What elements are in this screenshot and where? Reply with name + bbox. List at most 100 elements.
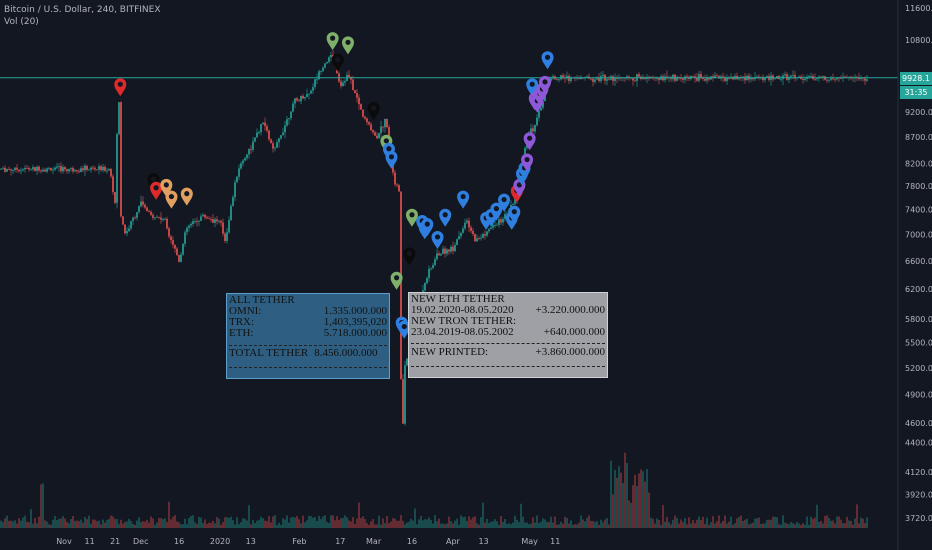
- volume-bar: [678, 523, 680, 528]
- map-pin-marker[interactable]: [341, 36, 354, 55]
- volume-bar: [410, 518, 412, 528]
- volume-bar: [790, 522, 792, 528]
- candle: [288, 117, 290, 125]
- candle: [162, 217, 164, 222]
- volume-bar: [658, 519, 660, 528]
- volume-bar: [312, 517, 314, 528]
- candle: [154, 216, 156, 221]
- volume-bar: [562, 523, 564, 528]
- candle: [106, 167, 108, 174]
- map-pin-marker[interactable]: [390, 271, 403, 290]
- volume-bar: [56, 520, 58, 528]
- volume-bar: [580, 515, 582, 528]
- volume-bar: [554, 516, 556, 528]
- candle: [802, 74, 804, 84]
- candle: [328, 55, 330, 64]
- volume-study-label[interactable]: Vol (20): [4, 17, 39, 27]
- symbol-title[interactable]: Bitcoin / U.S. Dollar, 240, BITFINEX: [4, 5, 161, 15]
- map-pin-marker[interactable]: [165, 190, 178, 209]
- volume-bar: [844, 523, 846, 528]
- map-pin-marker[interactable]: [508, 205, 521, 224]
- volume-bar: [22, 517, 24, 528]
- candle: [492, 223, 494, 231]
- candle: [108, 168, 110, 171]
- volume-bar: [564, 516, 566, 528]
- time-axis[interactable]: Nov 11 21 Dec 16 2020 13 Feb 17 Mar 16 Apr 13 May 11: [56, 537, 560, 546]
- map-pin-marker[interactable]: [431, 230, 444, 249]
- volume-bar: [832, 520, 834, 528]
- price-axis[interactable]: 11600.0 10800.0 9200.0 8700.0 8200.0 7800.0 74…: [905, 4, 932, 523]
- map-pin-marker[interactable]: [439, 208, 452, 227]
- candle: [308, 93, 310, 100]
- candle: [428, 265, 430, 282]
- map-pin-marker[interactable]: [421, 218, 434, 237]
- candle: [24, 165, 26, 173]
- map-pin-marker[interactable]: [160, 178, 173, 197]
- candle: [160, 212, 162, 224]
- candle: [150, 210, 152, 217]
- candle: [786, 72, 788, 81]
- candle: [102, 163, 104, 173]
- y-tick-label: 3920.0: [905, 491, 932, 500]
- annotation-markers: [114, 32, 554, 339]
- volume-bar: [256, 520, 258, 528]
- volume-bar: [264, 520, 266, 528]
- map-pin-marker[interactable]: [326, 32, 339, 51]
- candle: [94, 165, 96, 172]
- volume-bar: [308, 515, 310, 528]
- candle: [478, 236, 480, 241]
- volume-bar: [240, 522, 242, 528]
- map-pin-marker[interactable]: [521, 153, 534, 172]
- candle: [348, 69, 350, 79]
- volume-bar: [152, 518, 154, 528]
- volume-bar: [780, 524, 782, 528]
- volume-bar: [348, 520, 350, 528]
- volume-bar: [332, 515, 334, 528]
- volume-bar: [346, 517, 348, 528]
- volume-bar: [864, 523, 866, 528]
- map-pin-marker[interactable]: [498, 193, 511, 212]
- map-pin-marker[interactable]: [114, 78, 127, 97]
- map-pin-marker[interactable]: [398, 320, 411, 339]
- candle: [134, 215, 136, 220]
- volume-bar: [520, 503, 522, 528]
- candle: [440, 252, 442, 256]
- volume-bar: [418, 519, 420, 528]
- volume-bar: [746, 518, 748, 528]
- map-pin-marker[interactable]: [150, 181, 163, 200]
- map-pin-marker[interactable]: [385, 150, 398, 169]
- volume-bar: [210, 522, 212, 528]
- candle: [144, 203, 146, 210]
- map-pin-marker[interactable]: [541, 51, 554, 70]
- map-pin-marker[interactable]: [490, 202, 503, 221]
- volume-bar: [502, 521, 504, 528]
- candle: [360, 103, 362, 110]
- volume-bar: [462, 517, 464, 528]
- map-pin-marker[interactable]: [526, 78, 539, 97]
- candle: [228, 216, 230, 234]
- volume-bar: [662, 504, 664, 528]
- map-pin-marker[interactable]: [403, 247, 416, 266]
- volume-bar: [602, 522, 604, 528]
- candle: [364, 115, 366, 121]
- map-pin-marker[interactable]: [331, 53, 344, 72]
- map-pin-marker[interactable]: [523, 132, 536, 151]
- candle: [384, 118, 386, 133]
- volume-bar: [842, 523, 844, 528]
- x-tick-label: Nov: [56, 537, 72, 546]
- candle: [726, 74, 728, 85]
- volume-bar: [560, 521, 562, 528]
- candle: [230, 203, 232, 222]
- map-pin-marker[interactable]: [367, 101, 380, 120]
- volume-bar: [362, 516, 364, 528]
- map-pin-marker[interactable]: [457, 190, 470, 209]
- map-pin-marker[interactable]: [538, 75, 551, 94]
- map-pin-marker[interactable]: [405, 208, 418, 227]
- volume-bar: [282, 518, 284, 528]
- volume-bar: [548, 521, 550, 528]
- map-pin-marker[interactable]: [147, 173, 160, 192]
- map-pin-marker[interactable]: [180, 187, 193, 206]
- candle: [316, 73, 318, 84]
- candle: [38, 165, 40, 173]
